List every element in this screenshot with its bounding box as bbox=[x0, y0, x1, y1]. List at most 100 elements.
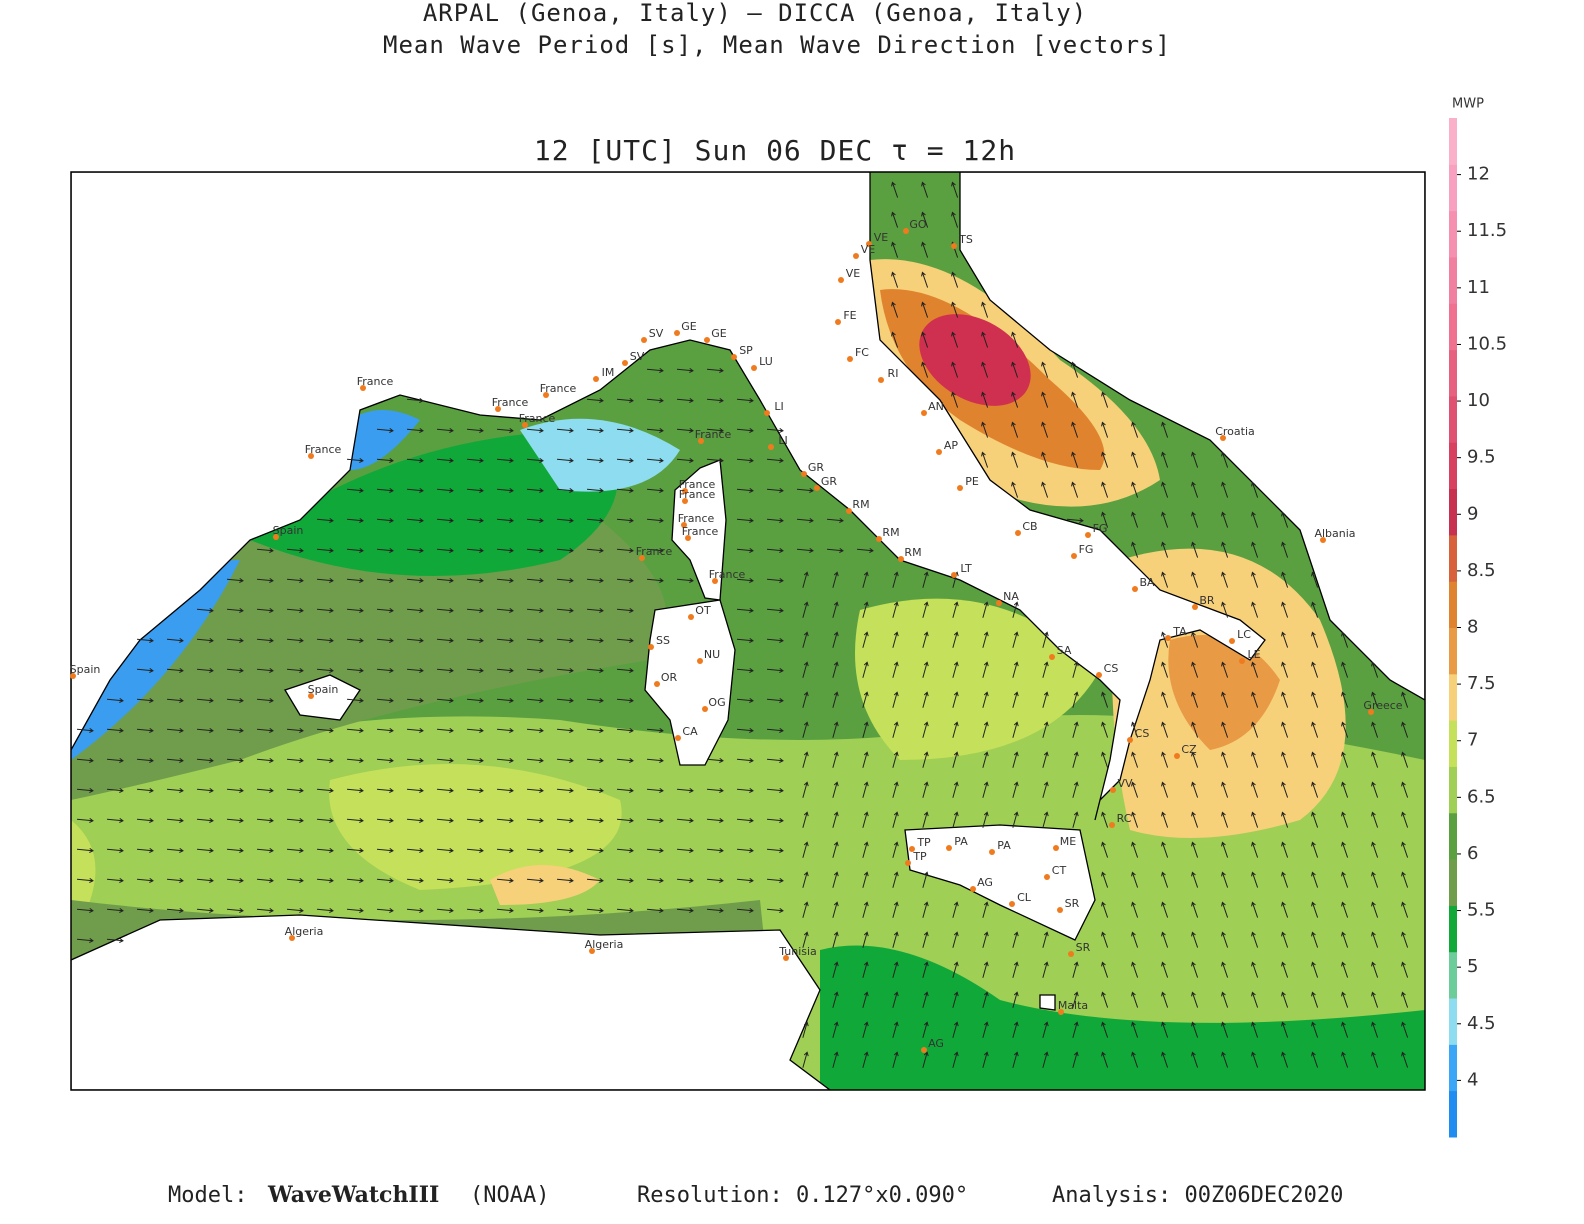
direction-arrow bbox=[1341, 691, 1349, 708]
place-label: RM bbox=[852, 498, 869, 511]
direction-arrow bbox=[1281, 691, 1289, 708]
direction-arrow bbox=[1161, 931, 1169, 948]
place-marker bbox=[1015, 530, 1021, 536]
direction-arrow bbox=[1131, 961, 1139, 978]
direction-arrow bbox=[526, 908, 544, 913]
place-label: PA bbox=[954, 835, 968, 848]
direction-arrow bbox=[436, 758, 454, 763]
direction-arrow bbox=[1281, 511, 1289, 528]
direction-arrow bbox=[706, 878, 724, 883]
direction-arrow bbox=[891, 271, 899, 288]
place-marker bbox=[853, 253, 859, 259]
direction-arrow bbox=[921, 271, 929, 288]
direction-arrow bbox=[802, 661, 809, 678]
direction-arrow bbox=[106, 788, 124, 793]
land bbox=[671, 459, 727, 601]
place-label: SV bbox=[630, 350, 645, 363]
place-label: CB bbox=[1022, 520, 1037, 533]
direction-arrow bbox=[1191, 871, 1199, 888]
direction-arrow bbox=[952, 751, 959, 768]
direction-arrow bbox=[76, 758, 94, 763]
direction-arrow bbox=[952, 961, 959, 978]
direction-arrow bbox=[1281, 751, 1289, 768]
direction-arrow bbox=[892, 991, 899, 1008]
direction-arrow bbox=[952, 931, 959, 948]
direction-arrow bbox=[1251, 601, 1259, 618]
direction-arrow bbox=[1042, 721, 1049, 738]
direction-arrow bbox=[466, 788, 484, 793]
direction-arrow bbox=[436, 488, 454, 493]
direction-arrow bbox=[1401, 931, 1409, 948]
direction-arrow bbox=[951, 391, 959, 408]
direction-arrow bbox=[766, 788, 784, 793]
direction-arrow bbox=[1101, 421, 1109, 438]
direction-arrow bbox=[496, 908, 514, 913]
direction-arrow bbox=[676, 818, 694, 823]
place-marker bbox=[946, 845, 952, 851]
direction-arrow bbox=[646, 578, 664, 583]
direction-arrow bbox=[1311, 691, 1319, 708]
direction-arrow bbox=[832, 781, 839, 798]
direction-arrow bbox=[646, 848, 664, 853]
place-label: Spain bbox=[70, 663, 101, 676]
direction-arrow bbox=[496, 848, 514, 853]
direction-arrow bbox=[1281, 661, 1289, 678]
direction-arrow bbox=[832, 1051, 839, 1068]
place-label: France bbox=[492, 396, 529, 409]
place-marker bbox=[1132, 586, 1138, 592]
direction-arrow bbox=[136, 668, 154, 673]
direction-arrow bbox=[1161, 991, 1169, 1008]
direction-arrow bbox=[1221, 721, 1229, 738]
direction-arrow bbox=[862, 901, 869, 918]
direction-arrow bbox=[586, 608, 604, 613]
direction-arrow bbox=[616, 518, 634, 523]
direction-arrow bbox=[1161, 811, 1169, 828]
place-marker bbox=[814, 485, 820, 491]
place-label: GE bbox=[711, 327, 727, 340]
direction-arrow bbox=[766, 488, 784, 493]
direction-arrow bbox=[1191, 451, 1199, 468]
direction-arrow bbox=[1011, 421, 1019, 438]
direction-arrow bbox=[586, 578, 604, 583]
direction-arrow bbox=[892, 571, 899, 588]
colorbar-tick-label: 4.5 bbox=[1467, 1013, 1496, 1034]
direction-arrow bbox=[1311, 991, 1319, 1008]
direction-arrow bbox=[862, 841, 869, 858]
direction-arrow bbox=[76, 848, 94, 853]
direction-arrow bbox=[226, 758, 244, 763]
place-label: CL bbox=[1017, 891, 1032, 904]
place-marker bbox=[1053, 845, 1059, 851]
direction-arrow bbox=[1251, 1051, 1259, 1068]
direction-arrow bbox=[736, 878, 754, 883]
direction-arrow bbox=[1281, 571, 1289, 588]
direction-arrow bbox=[1131, 1021, 1139, 1038]
direction-arrow bbox=[136, 818, 154, 823]
direction-arrow bbox=[862, 661, 869, 678]
direction-arrow bbox=[982, 961, 989, 978]
direction-arrow bbox=[1161, 721, 1169, 738]
colorbar-segment bbox=[1449, 488, 1457, 536]
place-label: CA bbox=[682, 725, 698, 738]
direction-arrow bbox=[1401, 721, 1409, 738]
direction-arrow bbox=[802, 571, 809, 588]
place-label: Spain bbox=[273, 524, 304, 537]
direction-arrow bbox=[1072, 1021, 1079, 1038]
direction-arrow bbox=[1251, 481, 1259, 498]
direction-arrow bbox=[736, 848, 754, 853]
direction-arrow bbox=[1011, 391, 1019, 408]
place-label: LE bbox=[1247, 648, 1260, 661]
direction-arrow bbox=[1221, 871, 1229, 888]
direction-arrow bbox=[136, 908, 154, 913]
direction-arrow bbox=[526, 638, 544, 643]
direction-arrow bbox=[921, 241, 929, 258]
place-marker bbox=[712, 578, 718, 584]
place-label: GE bbox=[681, 320, 697, 333]
direction-arrow bbox=[1012, 931, 1019, 948]
direction-arrow bbox=[1072, 721, 1079, 738]
direction-arrow bbox=[1012, 1051, 1019, 1068]
direction-arrow bbox=[496, 878, 514, 883]
direction-arrow bbox=[766, 818, 784, 823]
direction-arrow bbox=[706, 848, 724, 853]
place-marker bbox=[543, 392, 549, 398]
place-marker bbox=[1109, 822, 1115, 828]
